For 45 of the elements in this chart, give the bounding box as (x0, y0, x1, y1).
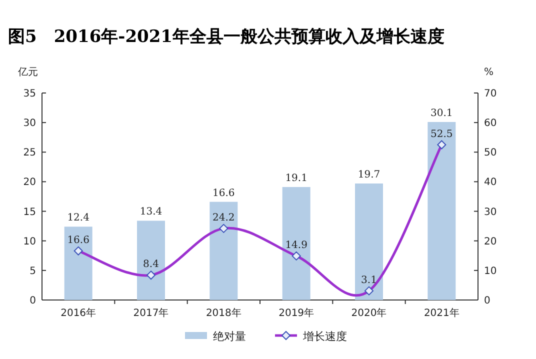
chart-title: 图5 2016年-2021年全县一般公共预算收入及增长速度 (8, 27, 445, 47)
y-axis-title: 亿元 (17, 67, 38, 78)
x-tick-label: 2019年 (278, 307, 314, 319)
y2-tick-label: 60 (484, 118, 497, 130)
data-label: 19.7 (358, 169, 380, 180)
data-label: 14.9 (285, 240, 308, 251)
data-label: 12.4 (67, 212, 90, 224)
data-label: 8.4 (143, 259, 159, 270)
x-tick-label: 2021年 (424, 307, 460, 319)
bar (282, 187, 310, 300)
x-tick-label: 2018年 (206, 307, 242, 319)
y-tick-label: 0 (30, 296, 36, 306)
y-tick-label: 15 (23, 206, 36, 218)
y-tick-label: 5 (30, 266, 36, 277)
y2-tick-label: 0 (484, 296, 490, 306)
bar (428, 122, 456, 300)
legend-label: 绝对量 (213, 330, 246, 343)
y2-axis-title: % (484, 67, 494, 78)
x-tick-label: 2016年 (60, 307, 96, 319)
bar (64, 226, 92, 300)
bar (137, 220, 165, 300)
data-label: 13.4 (140, 206, 162, 218)
y2-tick-label: 40 (484, 177, 497, 188)
data-label: 16.6 (67, 234, 90, 246)
data-label: 24.2 (212, 212, 235, 224)
y2-tick-label: 30 (484, 206, 497, 218)
y2-tick-label: 20 (484, 236, 497, 248)
data-label: 16.6 (212, 188, 235, 199)
y2-tick-label: 70 (484, 88, 497, 100)
bar (210, 202, 238, 300)
data-label: 30.1 (430, 108, 453, 119)
data-label: 19.1 (285, 173, 308, 184)
y2-tick-label: 50 (484, 148, 497, 159)
x-tick-label: 2017年 (133, 307, 169, 319)
data-label: 3.1 (361, 274, 377, 286)
data-label: 52.5 (430, 128, 453, 140)
bar (355, 183, 383, 300)
y-tick-label: 20 (23, 177, 36, 188)
y-tick-label: 10 (23, 236, 36, 248)
y-tick-label: 30 (23, 118, 36, 130)
legend-label: 增长速度 (302, 330, 347, 343)
y-tick-label: 35 (23, 88, 36, 100)
x-tick-label: 2020年 (351, 307, 387, 319)
y-tick-label: 25 (23, 148, 36, 159)
y2-tick-label: 10 (484, 266, 497, 277)
